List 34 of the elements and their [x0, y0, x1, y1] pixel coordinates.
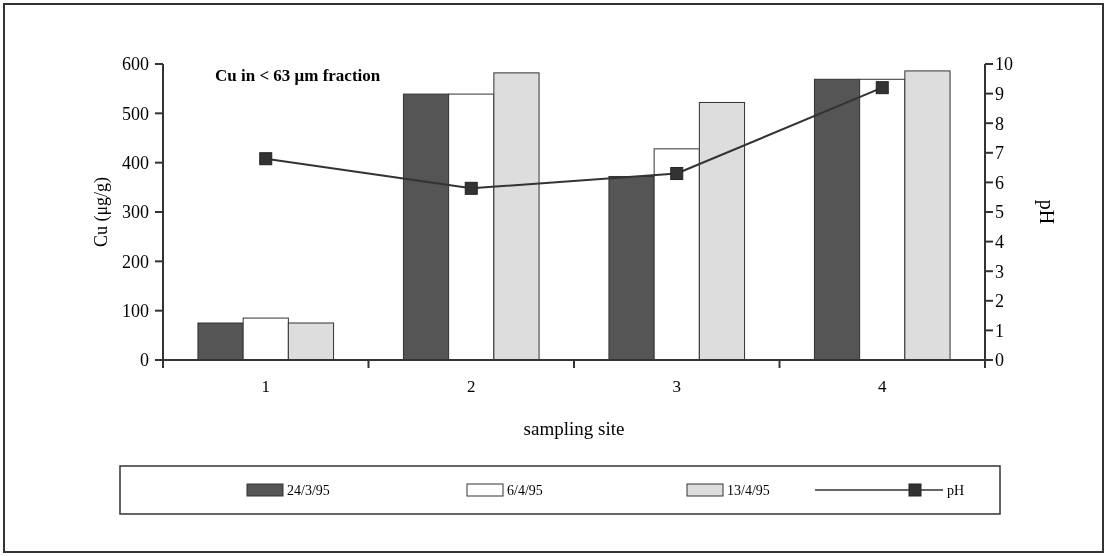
y2-tick-label: 2 [995, 291, 1004, 312]
y-tick-label: 500 [122, 103, 149, 124]
legend-label: 24/3/95 [287, 483, 330, 498]
y2-tick-label: 8 [995, 113, 1004, 134]
y2-tick-label: 6 [995, 172, 1004, 193]
y2-axis-title: pH [1035, 199, 1058, 225]
x-tick-label: 3 [672, 377, 681, 396]
y2-tick-label: 4 [995, 231, 1004, 252]
legend-label: 13/4/95 [727, 483, 770, 498]
y-tick-label: 400 [122, 152, 149, 173]
x-tick-label: 2 [467, 377, 476, 396]
point [875, 81, 889, 95]
y2-tick-label: 5 [995, 202, 1004, 223]
y2-tick-label: 0 [995, 350, 1004, 371]
y-tick-label: 100 [122, 300, 149, 321]
y2-tick-label: 7 [995, 143, 1004, 164]
y2-tick-label: 1 [995, 320, 1004, 341]
x-axis-title: sampling site [523, 418, 625, 439]
y2-tick-label: 3 [995, 261, 1004, 282]
y-tick-label: 0 [140, 350, 149, 371]
point [259, 152, 273, 166]
y-tick-label: 200 [122, 251, 149, 272]
x-tick-label: 1 [261, 377, 270, 396]
chart-title: Cu in < 63 μm fraction [215, 66, 381, 85]
x-tick-label: 4 [878, 377, 887, 396]
y2-tick-label: 10 [995, 54, 1013, 75]
y-tick-label: 600 [122, 54, 149, 75]
point [670, 167, 684, 181]
legend-label: pH [947, 483, 965, 498]
y2-tick-label: 9 [995, 83, 1004, 104]
y-tick-label: 300 [122, 202, 149, 223]
legend-label: 6/4/95 [507, 483, 543, 498]
y-axis-title: Cu (μg/g) [91, 176, 112, 248]
point [464, 181, 478, 195]
